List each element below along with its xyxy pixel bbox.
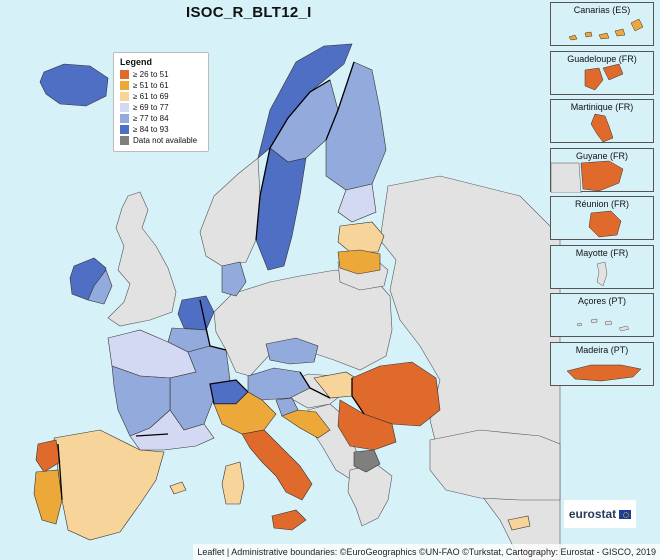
inset-mayotte[interactable]: Mayotte (FR): [550, 244, 654, 289]
legend-label: ≥ 77 to 84: [133, 114, 169, 123]
legend-swatch: [120, 92, 129, 101]
region-iceland[interactable]: [39, 63, 109, 107]
inset-reunion-shape: [588, 210, 622, 238]
region-cyprus[interactable]: [507, 515, 531, 531]
region-norway-south[interactable]: [199, 157, 261, 267]
region-finland-north[interactable]: [325, 61, 387, 191]
region-sicily[interactable]: [271, 509, 307, 531]
legend-item: Data not available: [120, 135, 202, 146]
inset-guadeloupe[interactable]: Guadeloupe (FR): [550, 50, 654, 95]
inset-label: Mayotte (FR): [575, 247, 629, 258]
region-finland-south[interactable]: [337, 183, 377, 223]
legend-swatch: [120, 136, 129, 145]
inset-label: Guadeloupe (FR): [567, 53, 637, 64]
region-estonia[interactable]: [337, 221, 385, 253]
legend-item: ≥ 69 to 77: [120, 102, 202, 113]
inset-madeira[interactable]: Madeira (PT): [550, 341, 654, 386]
legend-item: ≥ 51 to 61: [120, 80, 202, 91]
region-netherlands[interactable]: [177, 295, 215, 331]
country-borders: [57, 61, 365, 501]
inset-acores-shape: [576, 318, 630, 332]
legend-item: ≥ 61 to 69: [120, 91, 202, 102]
inset-guyane-shape: [551, 160, 624, 193]
legend-item: ≥ 84 to 93: [120, 124, 202, 135]
inset-madeira-shape: [566, 364, 642, 381]
inset-martinique[interactable]: Martinique (FR): [550, 99, 654, 143]
legend-swatch: [120, 81, 129, 90]
region-latvia[interactable]: [337, 249, 381, 275]
map-attribution[interactable]: Leaflet | Administrative boundaries: ©Eu…: [193, 544, 660, 560]
legend-label: Data not available: [133, 136, 198, 145]
region-sardinia[interactable]: [221, 461, 245, 505]
eurostat-logo: eurostat: [564, 500, 636, 528]
region-france-south[interactable]: [129, 409, 215, 451]
inset-canarias[interactable]: Canarias (ES): [550, 2, 654, 46]
inset-label: Madeira (PT): [575, 344, 629, 355]
region-bulgaria[interactable]: [337, 399, 397, 451]
region-czechia[interactable]: [265, 337, 319, 365]
region-sweden-south[interactable]: [255, 147, 307, 271]
inset-reunion[interactable]: Réunion (FR): [550, 196, 654, 240]
legend-swatch: [120, 114, 129, 123]
region-uk[interactable]: [107, 191, 177, 327]
region-denmark[interactable]: [221, 261, 247, 297]
region-portugal-north[interactable]: [35, 439, 61, 473]
region-balearic[interactable]: [169, 481, 187, 495]
region-central-nodata[interactable]: [213, 269, 393, 377]
inset-label: Guyane (FR): [575, 150, 628, 161]
region-italy-north[interactable]: [213, 391, 277, 435]
inset-label: Canarias (ES): [573, 5, 631, 15]
inset-maps: Canarias (ES) Guadeloupe (FR) Martinique…: [550, 2, 656, 390]
inset-guadeloupe-shape: [584, 63, 624, 90]
inset-guyane[interactable]: Guyane (FR): [550, 147, 654, 193]
region-greece[interactable]: [347, 463, 393, 527]
region-croatia[interactable]: [281, 409, 331, 439]
legend-swatch: [120, 103, 129, 112]
eurostat-logo-text: eurostat: [568, 507, 617, 521]
inset-label: Réunion (FR): [574, 199, 630, 209]
legend-title: Legend: [120, 57, 153, 67]
inset-label: Açores (PT): [577, 296, 626, 306]
legend-label: ≥ 84 to 93: [133, 125, 169, 134]
legend-item: ≥ 77 to 84: [120, 113, 202, 124]
legend-swatch: [120, 125, 129, 134]
region-north-macedonia[interactable]: [353, 449, 381, 473]
inset-acores[interactable]: Açores (PT): [550, 293, 654, 337]
legend-label: ≥ 61 to 69: [133, 92, 169, 101]
inset-label: Martinique (FR): [570, 102, 634, 112]
map-title: ISOC_R_BLT12_I: [186, 4, 312, 21]
legend-swatch: [120, 70, 129, 79]
eu-flag-icon: [619, 509, 632, 519]
legend-label: ≥ 69 to 77: [133, 103, 169, 112]
region-ireland-east[interactable]: [87, 269, 113, 305]
inset-mayotte-shape: [596, 261, 608, 286]
legend-label: ≥ 26 to 51: [133, 70, 169, 79]
inset-martinique-shape: [590, 113, 614, 143]
legend-label: ≥ 51 to 61: [133, 81, 169, 90]
region-portugal-south[interactable]: [33, 469, 63, 525]
region-italy-south[interactable]: [241, 429, 313, 501]
region-turkey[interactable]: [429, 429, 561, 501]
map-legend: Legend ≥ 26 to 51 ≥ 51 to 61 ≥ 61 to 69 ≥ 6…: [113, 52, 209, 152]
inset-canarias-shape: [568, 18, 644, 41]
legend-item: ≥ 26 to 51: [120, 69, 202, 80]
